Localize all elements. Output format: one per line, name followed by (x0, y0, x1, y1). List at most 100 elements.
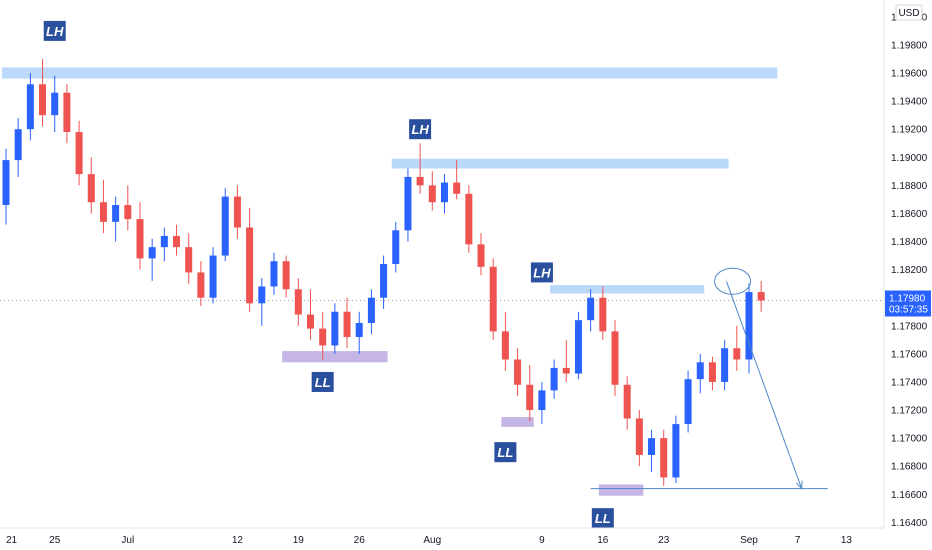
x-tick-label: Aug (423, 535, 441, 546)
candle (745, 283, 753, 374)
candle-body (258, 286, 266, 304)
candle-body (380, 264, 388, 298)
y-tick-label: 1.19800 (891, 40, 928, 51)
x-tick-label: Sep (740, 535, 758, 546)
last-price-value: 1.17980 (889, 294, 926, 305)
candle (39, 58, 47, 127)
label-box (494, 442, 517, 463)
label-box (43, 20, 66, 41)
y-tick-label: 1.18800 (891, 181, 928, 192)
x-tick-label: 16 (597, 535, 609, 546)
lower-low-label: LL (591, 508, 614, 529)
candle-body (696, 362, 704, 380)
candle (307, 289, 314, 340)
y-tick-label: 1.17600 (891, 349, 928, 360)
label-text: LH (533, 265, 551, 280)
candle-body (721, 348, 729, 382)
candle (270, 252, 278, 295)
candle-body (355, 322, 363, 338)
candle-body (745, 292, 753, 360)
candle (660, 429, 668, 486)
candle (574, 311, 582, 380)
candle (136, 202, 144, 270)
candle (282, 255, 290, 298)
candle-body (635, 418, 643, 455)
currency-badge[interactable]: USD (895, 4, 923, 21)
x-tick-label: 7 (795, 535, 801, 546)
x-tick-label: 12 (232, 535, 244, 546)
candle (550, 359, 558, 399)
y-tick-label: 1.16600 (891, 490, 928, 501)
x-tick-label: 9 (539, 535, 545, 546)
lower-high-label: LH (43, 20, 66, 41)
candle-body (428, 185, 436, 203)
last-price-box (885, 290, 931, 317)
candle-body (684, 379, 692, 425)
candle-body (209, 255, 217, 298)
lower-high-label: LH (409, 119, 432, 140)
candle (648, 429, 656, 472)
candle-body (453, 182, 461, 194)
candle-body (51, 92, 59, 116)
candle-body (75, 132, 83, 175)
candle-body (63, 92, 71, 132)
candle-body (148, 247, 156, 259)
x-tick-label: 19 (293, 535, 305, 546)
candle (233, 185, 241, 239)
candle-body (14, 129, 22, 161)
candle-body (550, 367, 558, 391)
candle-body (599, 297, 607, 332)
candle-body (404, 176, 412, 231)
candle-body (233, 196, 241, 228)
candle (367, 289, 375, 335)
candle-body (514, 359, 522, 385)
y-tick-label: 1.17800 (891, 321, 928, 332)
label-box (311, 371, 334, 392)
candle (623, 376, 631, 430)
candle (538, 381, 546, 425)
candle (721, 339, 729, 391)
candle (465, 185, 473, 253)
candle-body (173, 235, 181, 248)
candle-body (124, 205, 132, 220)
candle-body (538, 390, 546, 411)
time-axis[interactable]: 21 25 Jul 12 19 26 Aug 9 16 23 Sep 7 13 (0, 527, 884, 546)
candle (587, 289, 595, 332)
candle (51, 75, 59, 132)
candle (294, 278, 302, 326)
support-zone (282, 351, 388, 363)
candle (635, 410, 643, 467)
candle (63, 84, 71, 144)
candle-body (660, 438, 668, 478)
candle (526, 365, 534, 422)
y-tick-label: 1.16800 (891, 462, 928, 473)
price-axis[interactable]: 1.200001.198001.196001.194001.192001.190… (883, 0, 932, 550)
candle-body (708, 362, 716, 382)
resistance-zone (550, 285, 705, 294)
candle-body (197, 272, 205, 298)
candle (501, 311, 509, 371)
candle-body (246, 227, 254, 304)
candle (99, 179, 107, 234)
y-tick-label: 1.17400 (891, 377, 928, 388)
label-text: LL (315, 375, 331, 390)
resistance-zone (2, 67, 778, 79)
support-zone (598, 484, 644, 496)
candle (185, 233, 193, 284)
candle-body (648, 438, 656, 455)
candle (221, 188, 229, 262)
label-box (409, 119, 432, 140)
candle-body (2, 160, 10, 206)
lower-high-label: LH (530, 262, 553, 283)
candle (380, 255, 388, 309)
candle-body (26, 84, 34, 130)
candle (672, 415, 680, 484)
label-box (591, 508, 614, 529)
candle (599, 286, 607, 340)
label-text: LH (411, 122, 429, 137)
x-tick-label: 25 (49, 535, 61, 546)
candle-body (757, 292, 765, 301)
zones-layer (0, 67, 884, 496)
candle (708, 356, 716, 391)
